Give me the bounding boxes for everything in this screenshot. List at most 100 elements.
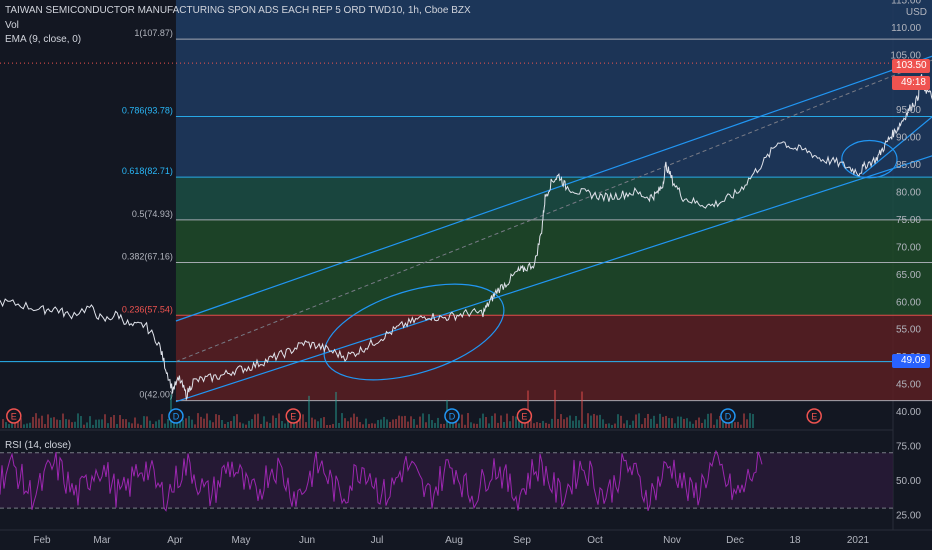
volume-bar — [236, 414, 238, 428]
volume-bar — [692, 423, 694, 428]
trend-channel-line[interactable] — [862, 63, 932, 175]
volume-bar — [671, 418, 673, 428]
volume-bar — [257, 413, 259, 428]
volume-bar — [206, 413, 208, 428]
volume-bar — [248, 420, 250, 428]
volume-bar — [725, 419, 727, 428]
time-tick-label: Mar — [93, 535, 111, 546]
volume-bar — [98, 419, 100, 428]
event-marker-earnings[interactable]: E — [6, 408, 22, 424]
volume-bar — [56, 419, 58, 428]
volume-bar — [134, 417, 136, 428]
volume-bar — [227, 421, 229, 428]
volume-bar — [740, 424, 742, 428]
event-circle[interactable] — [516, 408, 533, 424]
ema-legend[interactable]: EMA (9, close, 0) — [5, 34, 82, 45]
volume-bar — [563, 419, 565, 428]
volume-bar — [92, 424, 94, 428]
event-circle[interactable] — [6, 408, 22, 424]
event-marker-dividend[interactable]: D — [720, 408, 736, 424]
volume-bar — [29, 422, 31, 428]
volume-bar — [434, 422, 436, 428]
fib-level-label[interactable]: 0.618(82.71) — [122, 166, 173, 176]
volume-bar — [320, 418, 322, 428]
volume-bar — [632, 420, 634, 428]
annotation-ellipse[interactable] — [313, 265, 515, 398]
volume-bar — [482, 413, 484, 428]
symbol-title[interactable]: TAIWAN SEMICONDUCTOR MANUFACTURING SPON … — [5, 5, 471, 16]
volume-bar — [551, 418, 553, 428]
event-marker-dividend[interactable]: D — [168, 408, 184, 424]
volume-bar — [8, 424, 10, 428]
rsi-pane[interactable] — [0, 449, 893, 512]
fib-level-label[interactable]: 0.236(57.54) — [122, 304, 173, 314]
volume-bar — [347, 421, 349, 428]
volume-bar — [602, 419, 604, 428]
fib-level-label[interactable]: 1(107.87) — [134, 28, 173, 38]
fib-retracement[interactable]: 1(107.87) 0.786(93.78) 0.618(82.71) 0.5(74.… — [122, 0, 932, 402]
volume-bar — [59, 420, 61, 428]
volume-bar — [581, 391, 583, 428]
fib-level-label[interactable]: 0.5(74.93) — [132, 209, 173, 219]
event-circle[interactable] — [168, 408, 184, 424]
event-marker-earnings[interactable]: E — [285, 408, 301, 424]
volume-bar — [275, 417, 277, 428]
price-tick-label: 75.00 — [896, 215, 921, 226]
volume-bar — [188, 415, 190, 428]
rsi-line[interactable] — [0, 449, 763, 512]
event-marker-earnings[interactable]: E — [516, 408, 533, 424]
event-circle[interactable] — [806, 408, 822, 424]
fib-level-label[interactable]: 0.382(67.16) — [122, 252, 173, 262]
volume-bar — [656, 423, 658, 428]
time-tick-label: Oct — [587, 535, 603, 546]
volume-bar — [344, 418, 346, 428]
volume-bar — [365, 418, 367, 428]
price-series[interactable] — [0, 38, 932, 401]
volume-bar — [2, 419, 4, 428]
volume-bar — [143, 416, 145, 428]
time-tick-label: 2021 — [847, 535, 870, 546]
volume-bar — [410, 416, 412, 428]
volume-bar — [152, 424, 154, 428]
event-circle[interactable] — [444, 408, 460, 424]
volume-bar — [578, 420, 580, 428]
volume-bar — [572, 420, 574, 428]
volume-bar — [644, 418, 646, 428]
price-line[interactable] — [0, 38, 932, 401]
annotation-ellipse[interactable] — [841, 139, 898, 179]
volume-bar — [23, 424, 25, 428]
volume-bar — [371, 423, 373, 428]
volume-bar — [458, 423, 460, 428]
price-tick-label: 90.00 — [896, 133, 921, 144]
volume-legend[interactable]: Vol — [5, 20, 19, 31]
fib-band — [175, 315, 932, 401]
event-marker-earnings[interactable]: E — [806, 408, 822, 424]
event-circle[interactable] — [285, 408, 301, 424]
fib-level-label[interactable]: 0.786(93.78) — [122, 105, 173, 115]
event-code: E — [811, 412, 817, 422]
channel-midline[interactable] — [175, 41, 932, 363]
volume-bar — [605, 423, 607, 428]
volume-bar — [416, 424, 418, 428]
volume-bar — [629, 424, 631, 428]
volume-bar — [50, 417, 52, 428]
volume-bar — [554, 389, 556, 428]
volume-bar — [497, 422, 499, 428]
rsi-legend[interactable]: RSI (14, close) — [5, 440, 72, 451]
volume-bar — [173, 420, 175, 428]
volume-bar — [749, 413, 751, 428]
volume-bar — [746, 419, 748, 428]
fib-level-label[interactable]: 0(42.00) — [139, 390, 173, 400]
volume-bar — [476, 423, 478, 428]
volume-bar — [659, 413, 661, 428]
currency-label[interactable]: USD — [905, 7, 927, 18]
event-circle[interactable] — [720, 408, 736, 424]
volume-bar — [716, 419, 718, 428]
volume-bar — [107, 423, 109, 428]
volume-bar — [437, 417, 439, 428]
event-marker-dividend[interactable]: D — [444, 408, 460, 424]
volume-bar — [461, 414, 463, 428]
